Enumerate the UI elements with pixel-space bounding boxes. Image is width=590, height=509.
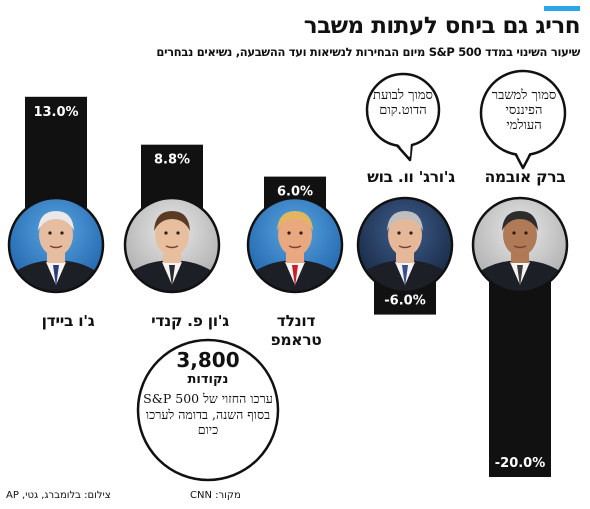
bush-dotcom-note: סמוך לבועת הדוט.קום (373, 88, 433, 118)
obama-crisis-note: סמוך למשבר הפיננסי העולמי (491, 88, 557, 133)
portrait-kennedy (123, 196, 221, 294)
source-credit: מקור: CNN (190, 490, 241, 501)
bar-value-label-bush: -6.0% (384, 294, 425, 309)
chart-subtitle: שיעור השינוי במדד S&P 500 מיום הבחירות ל… (156, 45, 580, 59)
bar-value-label-biden: 13.0% (33, 105, 78, 120)
name-biden: ג'ו ביידן (41, 312, 95, 330)
bush-speech-bubble (365, 72, 441, 162)
obama-speech-bubble (479, 69, 567, 170)
name-trump: דונלד טראמפ (270, 312, 322, 349)
portrait-trump (246, 196, 344, 294)
name-kennedy: ג'ון פ. קנדי (151, 312, 229, 330)
portrait-obama (471, 196, 569, 294)
chart-title: חריג גם ביחס לעתות משבר (303, 13, 581, 39)
forecast-unit: נקודות (187, 372, 229, 387)
portrait-biden (7, 196, 105, 294)
bar-value-label-trump: 6.0% (277, 185, 313, 200)
bar-value-label-obama: -20.0% (495, 456, 546, 471)
forecast-circle (136, 338, 280, 482)
photo-credit: צילום: בלומברג, גטי, AP (6, 490, 111, 501)
portrait-bush (356, 196, 454, 294)
name-bush: ג'ורג' וו. בוש (367, 168, 455, 186)
forecast-value: 3,800 (176, 348, 240, 372)
bar-value-label-kennedy: 8.8% (154, 153, 190, 168)
name-obama: ברק אובמה (484, 168, 566, 186)
forecast-description: ערכו החזוי של S&P 500 בסוף השנה, בדומה ל… (143, 391, 273, 437)
accent-bar (544, 6, 580, 11)
